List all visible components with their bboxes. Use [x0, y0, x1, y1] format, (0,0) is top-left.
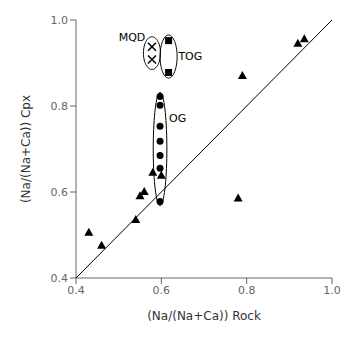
svg-text:0.8: 0.8: [51, 100, 69, 113]
svg-text:OG: OG: [169, 112, 186, 125]
svg-text:0.4: 0.4: [51, 272, 69, 285]
svg-text:0.6: 0.6: [51, 186, 69, 199]
svg-text:MQD: MQD: [119, 31, 146, 44]
svg-text:0.8: 0.8: [238, 284, 256, 297]
svg-text:1.0: 1.0: [51, 14, 69, 27]
svg-text:TOG: TOG: [177, 50, 202, 63]
svg-text:1.0: 1.0: [323, 284, 341, 297]
svg-text:(Na/(Na+Ca)) Rock: (Na/(Na+Ca)) Rock: [147, 309, 261, 323]
svg-text:0.4: 0.4: [67, 284, 85, 297]
svg-text:(Na/(Na+Ca)) Cpx: (Na/(Na+Ca)) Cpx: [19, 95, 33, 203]
svg-text:0.6: 0.6: [153, 284, 171, 297]
